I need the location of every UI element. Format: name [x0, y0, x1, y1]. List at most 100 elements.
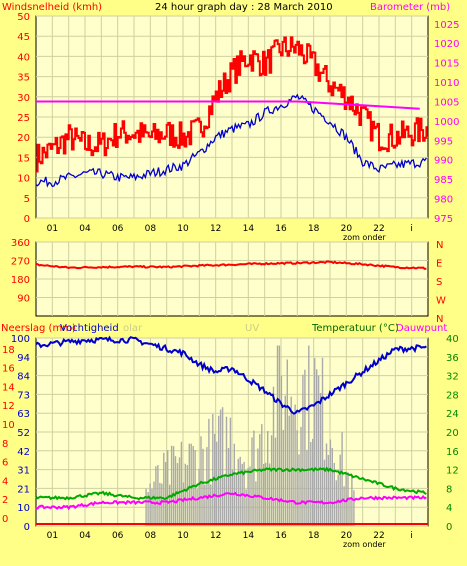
- x-tick-label: 12: [210, 531, 221, 541]
- solar-bar: [182, 482, 185, 526]
- solar-bar: [270, 435, 273, 526]
- baro-tick-label: 975: [434, 214, 453, 225]
- baro-tick-label: 1010: [434, 78, 459, 89]
- wind-tick-label: 10: [17, 174, 30, 185]
- solar-bar: [331, 447, 333, 526]
- rain-tick-label: 6: [2, 458, 8, 469]
- rain-tick-label: 10: [2, 420, 15, 431]
- x-tick-label: i: [410, 224, 413, 234]
- solar-bar: [261, 424, 263, 526]
- solar-bar: [212, 414, 214, 526]
- humidity-tick-label: 100: [11, 334, 30, 345]
- x-tick-label: 08: [145, 531, 157, 541]
- solar-bar: [169, 484, 171, 526]
- baro-tick-label: 995: [434, 136, 453, 147]
- wind-tick-label: 25: [17, 113, 30, 124]
- rain-tick-label: 8: [2, 439, 8, 450]
- compass-tick-label: E: [436, 259, 442, 270]
- solar-bar: [147, 492, 149, 526]
- solar-bar: [339, 454, 341, 526]
- solar-bar: [323, 459, 326, 526]
- wind-tick-label: 0: [24, 214, 30, 225]
- rain-tick-label: 0: [2, 514, 8, 525]
- solar-bar: [341, 432, 343, 526]
- solar-bar: [345, 471, 347, 526]
- solar-bar: [351, 475, 353, 526]
- x-tick-label: 04: [79, 224, 91, 234]
- wind-gust-line: [36, 36, 428, 173]
- solar-bar: [221, 407, 224, 526]
- solar-bar: [349, 498, 351, 526]
- x-tick-label: 18: [308, 531, 320, 541]
- direction-tick-label: 180: [11, 275, 30, 286]
- x-tick-label: 22: [373, 531, 384, 541]
- solar-bar: [294, 404, 296, 526]
- x-tick-label: i: [410, 531, 413, 541]
- temp-tick-label: 12: [446, 466, 459, 477]
- humidity-left-ticks: 0 10 21 31 42 52 63 73 84 94 100: [11, 334, 30, 533]
- humidity-tick-label: 0: [24, 522, 30, 533]
- solar-bar: [155, 466, 157, 526]
- baro-right-ticks: 975 980 985 990 995 1000 1005 1010 1015 1020 1025: [434, 20, 459, 225]
- solar-bar: [276, 345, 279, 526]
- solar-bar: [353, 490, 355, 526]
- baro-tick-label: 1005: [434, 97, 459, 108]
- temp-tick-label: 0: [446, 522, 452, 533]
- chart-title: 24 hour graph day : 28 March 2010: [155, 2, 333, 13]
- wind-tick-label: 45: [17, 32, 30, 43]
- solar-bar: [235, 474, 237, 526]
- solar-bar: [308, 345, 310, 526]
- rain-tick-label: 14: [2, 382, 15, 393]
- x-tick-label: 10: [177, 531, 189, 541]
- solar-bar: [210, 484, 212, 526]
- humidity-tick-label: 73: [17, 390, 30, 401]
- x-tick-label: 16: [275, 224, 287, 234]
- x-tick-label: 04: [79, 531, 91, 541]
- temp-tick-label: 24: [446, 409, 459, 420]
- baro-tick-label: 980: [434, 195, 453, 206]
- x-tick-label: 12: [210, 224, 221, 234]
- x-tick-label: 14: [243, 531, 255, 541]
- wind-axis-label: Windsnelheid (kmh): [2, 2, 102, 13]
- temp-tick-label: 16: [446, 447, 459, 458]
- rain-temp-series: [35, 335, 428, 526]
- solar-bar: [165, 462, 167, 526]
- solar-bar: [310, 442, 312, 526]
- x-tick-label: 22: [373, 224, 384, 234]
- baro-tick-label: 1000: [434, 117, 459, 128]
- solar-bar: [151, 488, 153, 526]
- solar-bar: [282, 430, 284, 526]
- dewpoint-line: [35, 491, 427, 511]
- solar-bar: [216, 441, 218, 526]
- solar-bar: [314, 358, 316, 526]
- solar-bar: [225, 416, 228, 526]
- temp-axis-label: Temperatuur (°C): [311, 323, 399, 334]
- solar-bar: [239, 456, 241, 526]
- solar-bar: [253, 430, 255, 526]
- solar-bar: [265, 462, 267, 526]
- rain-tick-label: 2: [2, 495, 8, 506]
- solar-bar: [300, 426, 302, 526]
- rain-tick-label: 18: [2, 345, 15, 356]
- solar-bar: [319, 393, 322, 526]
- solar-bar: [204, 484, 206, 526]
- x-tick-label: 08: [145, 224, 157, 234]
- chart3-x-caption: zom onder: [343, 540, 386, 549]
- direction-left-ticks: 90 180 270 360: [11, 238, 30, 305]
- rain-left-ticks: 0 2 4 6 8 10 12 14 16 18: [2, 345, 15, 525]
- solar-bar: [208, 418, 210, 526]
- wind-average-line: [35, 93, 427, 188]
- solar-bar: [190, 443, 192, 526]
- chart1-x-caption: zom onder: [343, 233, 386, 242]
- x-tick-label: 01: [47, 224, 58, 234]
- wind-left-ticks: 0 5 10 15 20 25 30 35 40 45 50: [17, 12, 30, 225]
- wind-direction-grid: [36, 241, 428, 316]
- solar-bar: [286, 359, 288, 526]
- solar-bar: [321, 357, 324, 526]
- temperature-line: [35, 466, 427, 501]
- x-tick-label: 10: [177, 224, 189, 234]
- solar-bar: [302, 374, 304, 526]
- rain-axis-label: Neerslag (mm): [1, 323, 76, 334]
- humidity-line: [35, 335, 427, 415]
- wind-tick-label: 40: [17, 52, 30, 63]
